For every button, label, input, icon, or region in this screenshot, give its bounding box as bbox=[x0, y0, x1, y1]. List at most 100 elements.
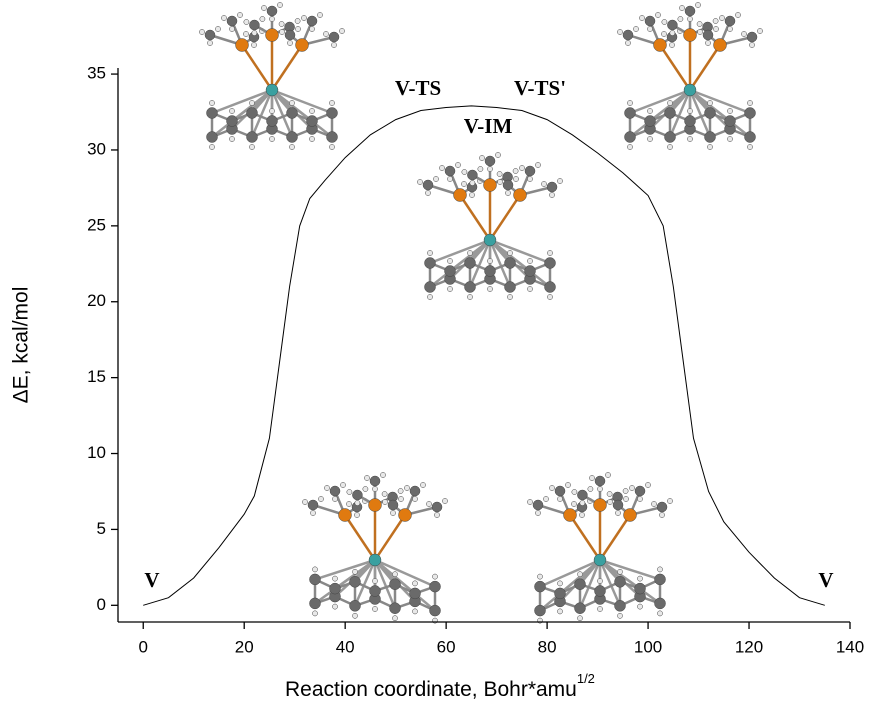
atom bbox=[479, 155, 484, 160]
atom bbox=[207, 40, 212, 45]
atom bbox=[454, 189, 467, 202]
atom bbox=[655, 12, 660, 17]
atom bbox=[655, 598, 666, 609]
atom bbox=[597, 486, 602, 491]
atom bbox=[287, 108, 298, 119]
atom bbox=[495, 152, 500, 157]
bond bbox=[570, 515, 600, 560]
atom bbox=[332, 604, 337, 609]
atom bbox=[465, 282, 476, 293]
atom bbox=[661, 31, 666, 36]
atom bbox=[657, 502, 667, 512]
atom bbox=[535, 605, 546, 616]
atom bbox=[684, 84, 696, 96]
atom bbox=[352, 569, 357, 574]
atom bbox=[662, 19, 667, 24]
atom bbox=[697, 29, 702, 34]
atom bbox=[577, 616, 582, 621]
atom bbox=[497, 171, 502, 176]
atom bbox=[519, 165, 524, 170]
atom bbox=[605, 472, 610, 477]
atom bbox=[327, 132, 338, 143]
atom bbox=[266, 84, 278, 96]
atom bbox=[370, 586, 381, 597]
atom bbox=[679, 5, 684, 10]
atom bbox=[535, 581, 546, 592]
atom bbox=[209, 100, 214, 105]
bond bbox=[242, 45, 272, 90]
bond bbox=[375, 515, 405, 560]
atom bbox=[369, 554, 381, 566]
annotation: V-IM bbox=[464, 114, 513, 138]
atom bbox=[667, 100, 672, 105]
atom bbox=[364, 475, 369, 480]
atom bbox=[665, 108, 676, 119]
atom bbox=[309, 108, 314, 113]
atom bbox=[597, 606, 602, 611]
atom bbox=[639, 15, 644, 20]
atom bbox=[615, 510, 620, 515]
atom bbox=[595, 476, 605, 486]
atom bbox=[685, 116, 696, 127]
atom bbox=[469, 192, 474, 197]
bond bbox=[690, 45, 720, 90]
atom bbox=[727, 108, 732, 113]
annotation: V bbox=[144, 568, 159, 592]
atom bbox=[625, 132, 636, 143]
atom bbox=[237, 12, 242, 17]
atom bbox=[301, 15, 306, 20]
atom bbox=[350, 576, 361, 587]
atom bbox=[390, 510, 395, 515]
atom bbox=[659, 512, 664, 517]
y-tick-label: 15 bbox=[87, 367, 106, 386]
bond bbox=[345, 515, 375, 560]
atom bbox=[525, 166, 535, 176]
atom bbox=[645, 482, 650, 487]
atom bbox=[289, 144, 294, 149]
atom bbox=[432, 574, 437, 579]
x-tick-label: 140 bbox=[836, 637, 864, 656]
x-axis-label-sup: 1/2 bbox=[577, 671, 595, 686]
atom bbox=[535, 162, 540, 167]
x-tick-label: 0 bbox=[139, 637, 148, 656]
atom bbox=[229, 136, 234, 141]
atom bbox=[330, 486, 340, 496]
atom bbox=[447, 258, 452, 263]
atom bbox=[249, 20, 259, 30]
atom bbox=[296, 39, 309, 52]
atom bbox=[420, 482, 425, 487]
atom bbox=[229, 26, 234, 31]
atom bbox=[647, 26, 652, 31]
atom bbox=[617, 29, 622, 34]
atom bbox=[557, 178, 562, 183]
atom bbox=[269, 136, 274, 141]
atom bbox=[339, 509, 352, 522]
atom bbox=[307, 16, 317, 26]
atom bbox=[527, 286, 532, 291]
atom bbox=[623, 30, 633, 40]
atom bbox=[577, 490, 587, 500]
atom bbox=[310, 574, 321, 585]
atom bbox=[705, 132, 716, 143]
atom bbox=[635, 583, 646, 594]
atom bbox=[331, 42, 336, 47]
annotation: V-TS bbox=[395, 76, 441, 100]
atom bbox=[279, 29, 284, 34]
atom bbox=[295, 18, 300, 23]
atom bbox=[485, 266, 496, 277]
annotation: V-TS' bbox=[514, 76, 566, 100]
atom bbox=[447, 176, 452, 181]
atom bbox=[527, 258, 532, 263]
atom bbox=[533, 500, 543, 510]
atom bbox=[727, 26, 732, 31]
atom bbox=[382, 491, 387, 496]
atom bbox=[425, 282, 436, 293]
atom bbox=[565, 482, 570, 487]
atom bbox=[629, 485, 634, 490]
atom bbox=[703, 30, 713, 40]
atom bbox=[442, 498, 447, 503]
atom bbox=[267, 116, 278, 127]
atom bbox=[390, 603, 401, 614]
atom bbox=[462, 169, 467, 174]
atom bbox=[549, 485, 554, 490]
